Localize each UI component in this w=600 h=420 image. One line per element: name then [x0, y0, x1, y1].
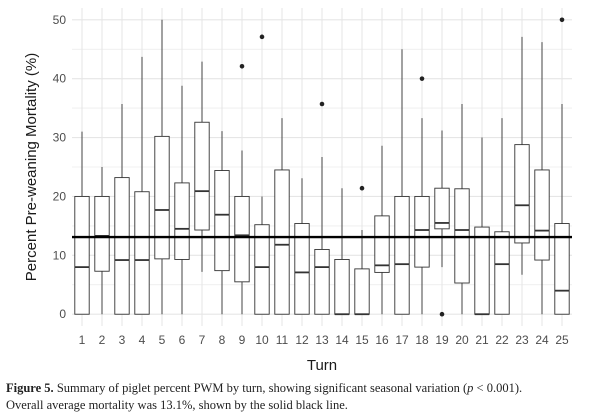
x-tick-label: 10: [255, 333, 269, 347]
outlier-point: [559, 17, 565, 23]
box-iqr: [114, 177, 130, 315]
box-turn-7: [194, 61, 210, 272]
outlier-point: [239, 64, 245, 69]
box-turn-3: [114, 103, 130, 315]
y-tick-label: 20: [53, 189, 67, 203]
box-iqr: [194, 121, 210, 231]
box-iqr: [174, 182, 190, 260]
x-tick-label: 1: [79, 333, 86, 347]
box-iqr: [514, 144, 530, 244]
box-turn-18: [414, 76, 430, 315]
box-iqr: [494, 231, 510, 315]
box-iqr: [274, 169, 290, 315]
box-iqr: [434, 187, 450, 230]
x-tick-label: 17: [395, 333, 409, 347]
x-axis-title: Turn: [307, 357, 337, 374]
box-turn-5: [154, 19, 170, 315]
box-iqr: [374, 215, 390, 273]
caption-text-2: Overall average mortality was 13.1%, sho…: [6, 398, 348, 412]
x-tick-label: 16: [375, 333, 389, 347]
box-turn-17: [394, 49, 410, 315]
x-tick-label: 19: [435, 333, 449, 347]
y-tick-label: 50: [53, 13, 67, 27]
box-turn-12: [294, 178, 310, 315]
x-tick-label: 5: [159, 333, 166, 347]
caption-text-1-end: < 0.001).: [473, 381, 523, 395]
box-iqr: [314, 248, 330, 315]
y-tick-label: 40: [53, 72, 67, 86]
x-tick-label: 12: [295, 333, 309, 347]
box-iqr: [294, 223, 310, 315]
y-tick-label: 0: [59, 307, 66, 321]
caption-text-1: Summary of piglet percent PWM by turn, s…: [53, 381, 468, 395]
x-tick-label: 9: [239, 333, 246, 347]
box-turn-13: [314, 101, 330, 315]
figure-caption: Figure 5. Summary of piglet percent PWM …: [6, 380, 594, 414]
box-iqr: [254, 224, 270, 315]
box-turn-16: [374, 145, 390, 315]
x-tick-label: 25: [555, 333, 569, 347]
box-turn-10: [254, 34, 270, 315]
box-iqr: [474, 226, 490, 315]
box-iqr: [154, 135, 170, 260]
x-tick-label: 6: [179, 333, 186, 347]
box-iqr: [214, 170, 230, 272]
outlier-point: [319, 101, 325, 107]
box-turn-9: [234, 64, 250, 315]
x-tick-label: 11: [276, 333, 289, 347]
box-iqr: [234, 195, 250, 283]
box-iqr: [414, 195, 430, 268]
x-tick-label: 13: [315, 333, 329, 347]
x-tick-label: 20: [455, 333, 469, 347]
y-tick-label: 30: [53, 131, 67, 145]
box-turn-25: [554, 17, 570, 315]
x-tick-label: 21: [475, 333, 489, 347]
box-turn-8: [214, 131, 230, 315]
box-iqr: [534, 169, 550, 261]
outlier-point: [259, 34, 265, 40]
box-iqr: [354, 268, 370, 315]
box-turn-4: [134, 56, 150, 315]
x-tick-label: 7: [199, 333, 206, 347]
x-tick-label: 2: [99, 333, 106, 347]
x-tick-label: 15: [355, 333, 369, 347]
box-turn-11: [274, 118, 290, 315]
caption-p-symbol: p: [467, 381, 474, 395]
y-axis-title: Percent Pre-weaning Mortality (%): [23, 53, 40, 281]
x-tick-label: 3: [119, 333, 126, 347]
x-tick-label: 22: [495, 333, 509, 347]
box-turn-1: [74, 131, 90, 315]
x-tick-label: 4: [139, 333, 146, 347]
boxes-layer: [74, 17, 570, 317]
box-iqr: [94, 195, 110, 272]
outlier-point: [419, 76, 425, 81]
box-turn-23: [514, 36, 530, 275]
box-turn-19: [434, 130, 450, 317]
box-turn-22: [494, 118, 510, 315]
x-tick-label: 14: [335, 333, 349, 347]
box-iqr: [394, 195, 410, 315]
box-turn-21: [474, 137, 490, 316]
x-tick-label: 23: [515, 333, 529, 347]
box-turn-6: [174, 85, 190, 315]
caption-label: Figure 5.: [6, 381, 54, 395]
x-tick-label: 24: [535, 333, 549, 347]
box-iqr: [134, 191, 150, 315]
y-tick-label: 10: [53, 248, 67, 262]
x-tick-label: 18: [415, 333, 429, 347]
box-turn-14: [334, 188, 350, 316]
x-tick-label: 8: [219, 333, 226, 347]
box-iqr: [334, 259, 350, 315]
outlier-point: [359, 185, 365, 191]
box-iqr: [74, 195, 90, 315]
outlier-point: [439, 311, 445, 317]
